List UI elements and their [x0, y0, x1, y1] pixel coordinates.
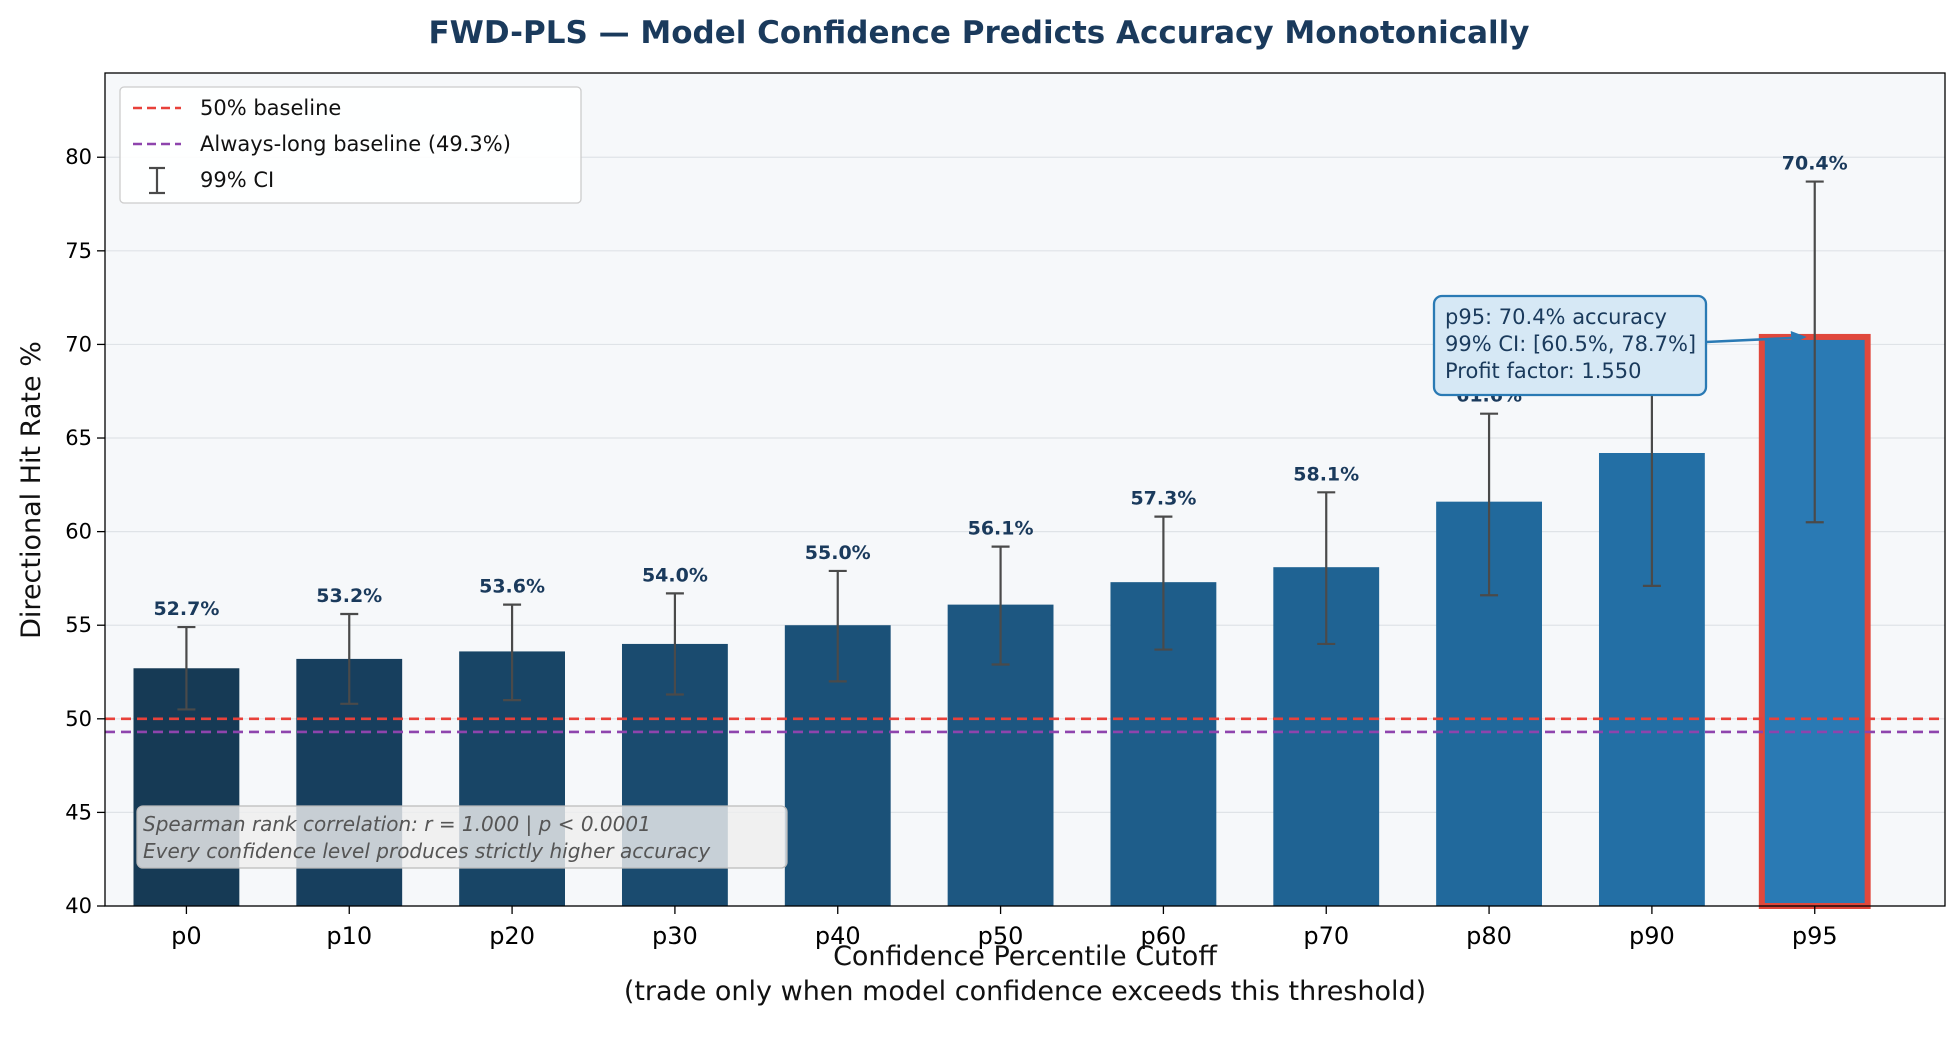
spearman-annotation: Spearman rank correlation: r = 1.000 | p…	[136, 805, 788, 869]
y-axis-label: Directional Hit Rate %	[16, 341, 47, 639]
value-label-p50: 56.1%	[968, 518, 1034, 540]
y-tick-label: 60	[65, 520, 92, 544]
callout-line1: p95: 70.4% accuracy	[1445, 305, 1667, 329]
error-bar-p10	[340, 612, 359, 705]
error-bar-p60	[1154, 515, 1173, 651]
legend-swatch-ci-errorbar	[149, 166, 165, 195]
y-axis-ticks: 40 45 50 55 60 65 70 75 80	[65, 145, 105, 918]
value-label-p60: 57.3%	[1130, 488, 1196, 510]
error-bar-p20	[503, 603, 522, 702]
baselines	[105, 717, 1945, 734]
p95-callout: p95: 70.4% accuracy 99% CI: [60.5%, 78.7…	[1432, 294, 1807, 397]
y-tick-label: 70	[65, 332, 92, 356]
x-tick-label-p20: p20	[489, 922, 535, 950]
x-axis-ticks: p0 p10 p20 p30 p40 p50 p60 p70 p80 p90 p95	[171, 906, 1838, 950]
error-bar-p30	[665, 592, 684, 696]
x-tick-label-p30: p30	[652, 922, 698, 950]
x-tick-label-p50: p50	[978, 922, 1024, 950]
plot-frame	[104, 72, 1946, 907]
spearman-annotation-line2: Every confidence level produces strictly…	[143, 839, 711, 863]
legend-box	[119, 86, 582, 204]
error-bar-p40	[828, 569, 847, 683]
value-label-p40: 55.0%	[805, 542, 871, 564]
y-tick-label: 65	[65, 426, 92, 450]
x-tick-label-p0: p0	[171, 922, 202, 950]
y-tick-label: 45	[65, 800, 92, 824]
callout-arrow	[1705, 336, 1793, 344]
value-label-p20: 53.6%	[479, 576, 545, 598]
legend-label-always-long-baseline: Always-long baseline (49.3%)	[200, 132, 511, 156]
error-bars	[177, 180, 1824, 711]
value-label-p95: 70.4%	[1782, 153, 1848, 175]
callout-line3: Profit factor: 1.550	[1445, 359, 1641, 383]
chart-title: FWD-PLS — Model Confidence Predicts Accu…	[428, 15, 1529, 51]
x-axis-label: Confidence Percentile Cutoff	[833, 941, 1218, 972]
legend-label-ci: 99% CI	[200, 168, 274, 192]
legend-label-50pct-baseline: 50% baseline	[200, 96, 341, 120]
callout-box	[1432, 294, 1708, 397]
value-label-p0: 52.7%	[153, 598, 219, 620]
error-bar-p50	[991, 545, 1010, 666]
y-tick-label: 40	[65, 894, 92, 918]
error-bar-p0	[177, 625, 196, 711]
x-tick-label-p80: p80	[1466, 922, 1512, 950]
error-bar-p95	[1805, 180, 1824, 524]
callout-line2: 99% CI: [60.5%, 78.7%]	[1445, 332, 1696, 356]
y-tick-label: 80	[65, 145, 92, 169]
spearman-annotation-box	[136, 805, 788, 869]
x-tick-label-p60: p60	[1141, 922, 1187, 950]
x-tick-label-p90: p90	[1629, 922, 1675, 950]
x-tick-label-p40: p40	[815, 922, 861, 950]
x-tick-label-p95: p95	[1792, 922, 1838, 950]
spearman-annotation-line1: Spearman rank correlation: r = 1.000 | p…	[143, 812, 651, 836]
legend: 50% baseline Always-long baseline (49.3%…	[119, 86, 582, 204]
y-tick-label: 55	[65, 613, 92, 637]
callout-arrowhead	[1790, 330, 1807, 344]
y-tick-label: 75	[65, 239, 92, 263]
value-label-p10: 53.2%	[316, 585, 382, 607]
y-tick-label: 50	[65, 707, 92, 731]
value-label-p70: 58.1%	[1293, 463, 1359, 485]
x-tick-label-p70: p70	[1303, 922, 1349, 950]
x-tick-label-p10: p10	[326, 922, 372, 950]
value-label-p30: 54.0%	[642, 564, 708, 586]
error-bar-p80	[1480, 412, 1499, 597]
x-axis-sublabel: (trade only when model confidence exceed…	[624, 976, 1426, 1007]
error-bar-p70	[1317, 491, 1336, 646]
